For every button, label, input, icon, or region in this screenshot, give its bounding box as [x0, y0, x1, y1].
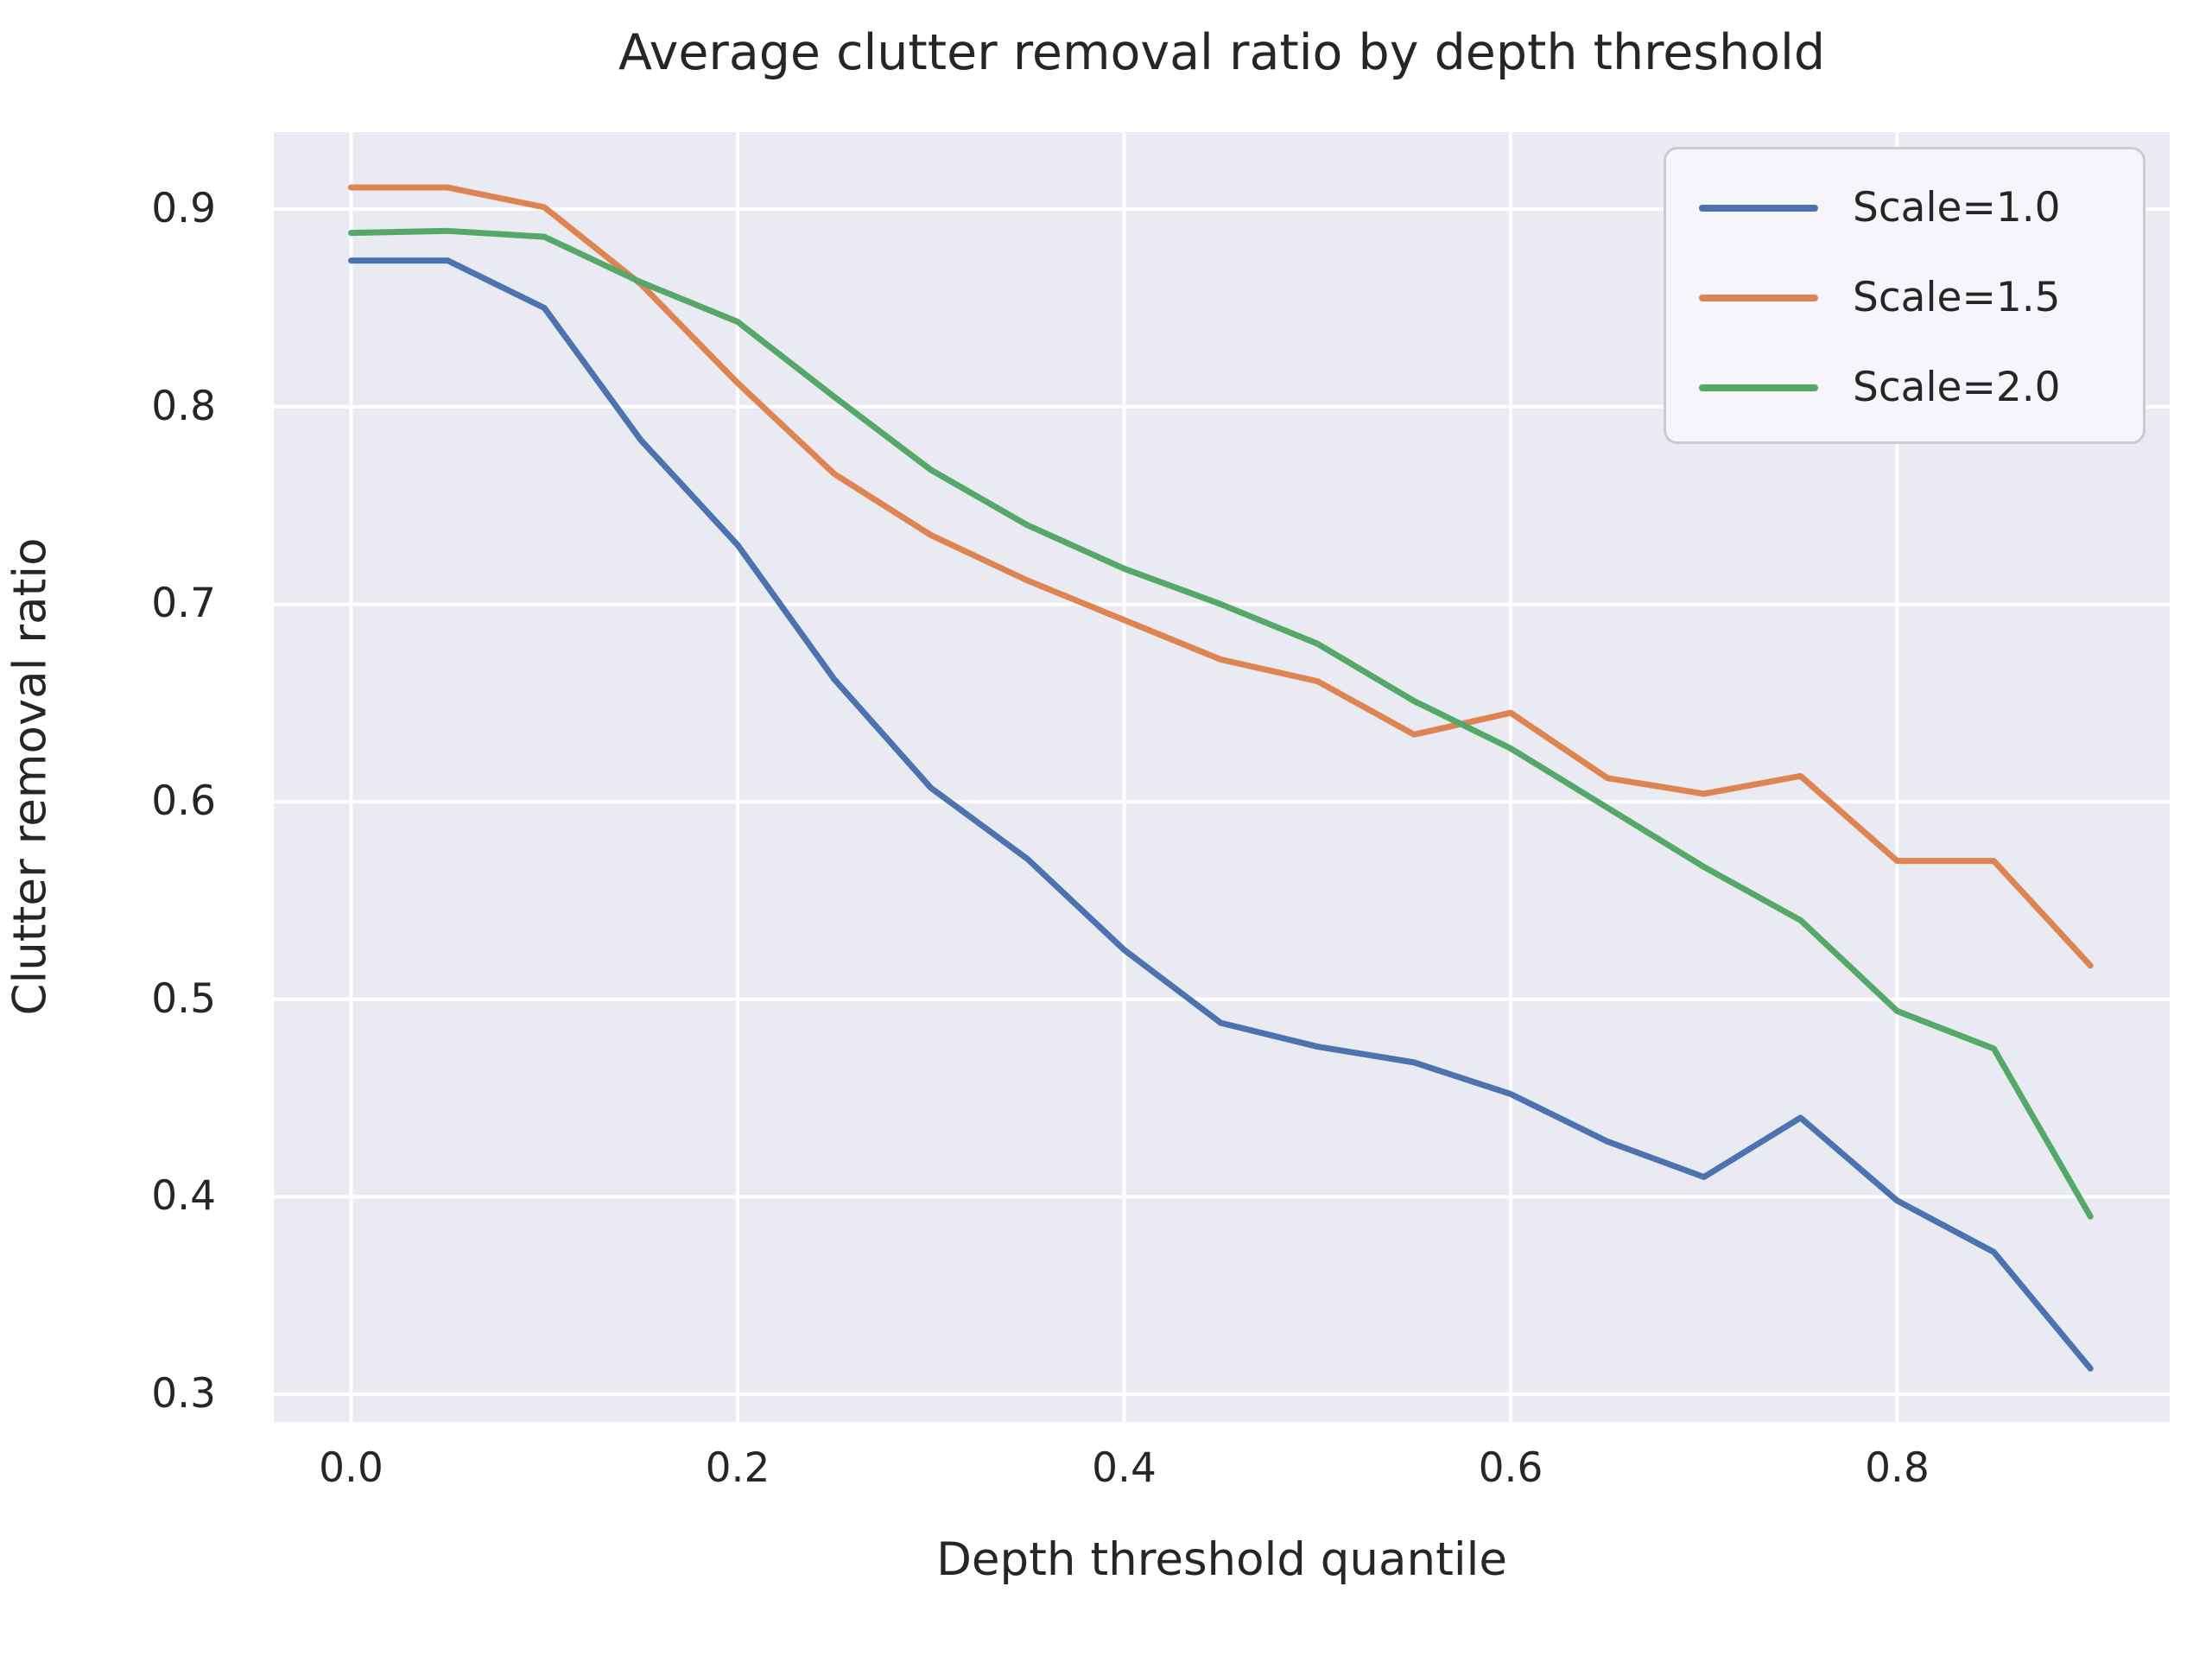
- x-axis-label: Depth threshold quantile: [936, 1533, 1507, 1586]
- legend-item-scale-1.5: Scale=1.5: [1666, 268, 2143, 328]
- legend-label: Scale=2.0: [1853, 364, 2061, 411]
- y-axis-label-text: Clutter removal ratio: [3, 537, 57, 1016]
- y-tick-label-0.3: 0.3: [151, 1369, 216, 1418]
- x-tick-label-0.8: 0.8: [1865, 1444, 1930, 1492]
- line-Scale=1.0: [348, 257, 2094, 1372]
- y-tick-label-0.9: 0.9: [151, 185, 216, 233]
- x-tick-label-0.0: 0.0: [319, 1444, 383, 1492]
- data-series-lines: [348, 184, 2094, 1372]
- legend-label: Scale=1.0: [1853, 184, 2061, 232]
- legend-item-scale-1.0: Scale=1.0: [1666, 178, 2143, 238]
- y-tick-label-0.6: 0.6: [151, 777, 216, 826]
- legend-line-swatch-green: [1699, 384, 1818, 391]
- legend-label: Scale=1.5: [1853, 274, 2061, 321]
- y-tick-label-0.5: 0.5: [151, 974, 216, 1023]
- legend-line-swatch-blue: [1699, 205, 1818, 212]
- y-tick-label-0.7: 0.7: [151, 580, 216, 628]
- x-tick-label-0.6: 0.6: [1478, 1444, 1543, 1492]
- y-tick-label-0.4: 0.4: [151, 1172, 216, 1221]
- legend: Scale=1.0 Scale=1.5 Scale=2.0: [1664, 147, 2145, 444]
- chart-title: Average clutter removal ratio by depth t…: [618, 24, 1826, 81]
- legend-item-scale-2.0: Scale=2.0: [1666, 358, 2143, 418]
- y-tick-label-0.8: 0.8: [151, 382, 216, 430]
- x-tick-label-0.2: 0.2: [705, 1444, 770, 1492]
- legend-line-swatch-orange: [1699, 295, 1818, 301]
- line-Scale=2.0: [348, 227, 2094, 1220]
- x-tick-label-0.4: 0.4: [1092, 1444, 1157, 1492]
